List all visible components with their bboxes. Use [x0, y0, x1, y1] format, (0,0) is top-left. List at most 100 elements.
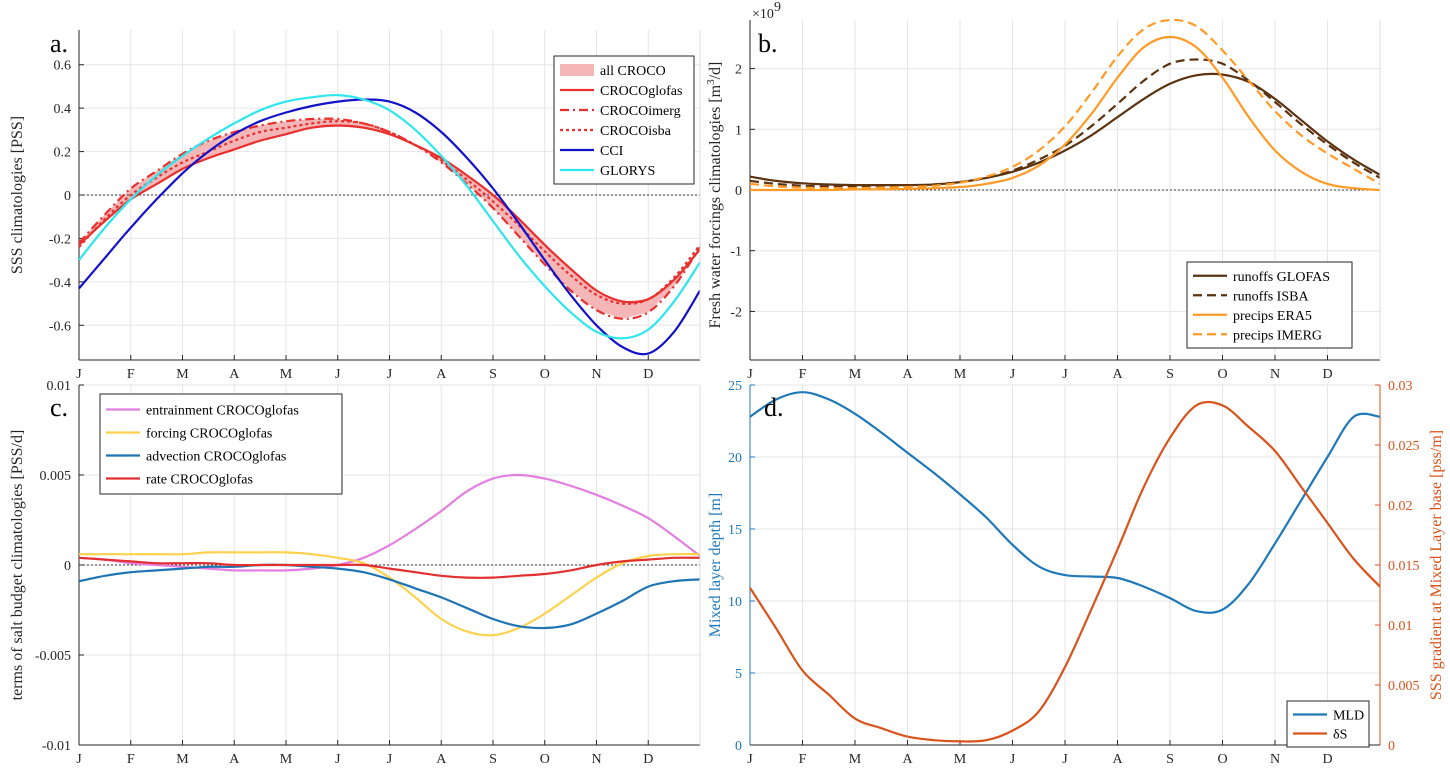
x-tick-label: O — [540, 367, 550, 382]
series-line-glorys — [78, 93, 701, 340]
x-tick-label: N — [591, 752, 601, 767]
x-tick-label: M — [280, 752, 293, 767]
x-tick-label: A — [229, 752, 240, 767]
y-tick-label: 0.01 — [47, 379, 72, 394]
x-tick-label: O — [1217, 367, 1227, 382]
y-axis-title: SSS climatologies [PSS] — [9, 116, 26, 274]
y-tick-label: -0.6 — [49, 319, 71, 334]
y-axis-title: Fresh water forcings climatologies [m3/d… — [705, 62, 724, 329]
legend-label: advection CROCOglofas — [146, 450, 286, 465]
x-tick-label: A — [902, 752, 913, 767]
x-tick-label: M — [176, 367, 189, 382]
legend-box — [99, 393, 343, 495]
x-tick-label: S — [1166, 752, 1174, 767]
x-tick-label: M — [280, 367, 293, 382]
x-tick-label: J — [1010, 367, 1016, 382]
x-tick-label: J — [335, 367, 341, 382]
legend-box — [553, 55, 695, 185]
x-tick-label: F — [127, 367, 135, 382]
x-tick-label: A — [436, 367, 447, 382]
series-line-forcing-crocoglofas — [79, 551, 701, 637]
legend-label: precips ERA5 — [1233, 309, 1312, 324]
y-tick-label-right: 0.025 — [1388, 439, 1420, 454]
x-tick-label: D — [1322, 367, 1332, 382]
y-tick-label-left: 0 — [735, 739, 742, 754]
y-tick-label-left: 20 — [728, 451, 742, 466]
axis-exponent-power: 9 — [774, 0, 781, 15]
y-tick-label-left: 25 — [728, 379, 742, 394]
x-tick-label: A — [1112, 367, 1123, 382]
y-tick-label-right: 0.015 — [1388, 559, 1420, 574]
y-axis-title: terms of salt budget climatologies [PSS/… — [9, 430, 26, 701]
legend-label: runoffs GLOFAS — [1233, 270, 1330, 285]
x-tick-label: D — [643, 752, 653, 767]
legend-swatch — [560, 64, 594, 76]
x-tick-label: O — [1217, 752, 1227, 767]
series-line-runoffs-glofas — [749, 72, 1381, 187]
y-tick-label: 0 — [64, 189, 71, 204]
series-line-crocoimerg — [78, 117, 701, 320]
x-tick-label: D — [1322, 752, 1332, 767]
axis-exponent: ×10 — [752, 7, 774, 22]
x-tick-label: M — [849, 367, 862, 382]
x-tick-label: A — [436, 752, 447, 767]
y-tick-label: 2 — [735, 63, 742, 78]
legend-label: δS — [1333, 728, 1347, 743]
y-tick-label: -0.2 — [49, 232, 71, 247]
legend-label: precips IMERG — [1233, 328, 1322, 343]
panel-d: J F M A M J J A S O N D 0 5 10 15 20 25 0 0.005 0.01 0.015 0.0… — [707, 379, 1445, 767]
series-line-precips-era5 — [749, 35, 1381, 192]
x-tick-label: O — [540, 752, 550, 767]
x-tick-label: M — [849, 752, 862, 767]
x-tick-label: F — [799, 367, 807, 382]
legend-label: runoffs ISBA — [1233, 289, 1309, 304]
y-tick-label: 0 — [64, 559, 71, 574]
panel-b: J F M A M J J A S O N D -2 -1 0 1 2 ×10 9 Fresh water forci… — [705, 0, 1381, 382]
legend-label: forcing CROCOglofas — [146, 427, 272, 442]
y-axis-title-right: SSS gradient at Mixed Layer base [pss/m] — [1428, 430, 1445, 700]
x-tick-label: F — [799, 752, 807, 767]
x-tick-label: J — [747, 367, 753, 382]
y-tick-label: -0.005 — [35, 649, 71, 664]
y-tick-label-right: 0.005 — [1388, 679, 1420, 694]
x-tick-label: J — [747, 752, 753, 767]
legend-label: rate CROCOglofas — [146, 473, 253, 488]
x-tick-label: S — [1166, 367, 1174, 382]
y-tick-label-right: 0.03 — [1388, 379, 1413, 394]
x-tick-label: J — [1062, 367, 1068, 382]
x-tick-label: M — [954, 752, 967, 767]
y-tick-label: 0.4 — [54, 102, 72, 117]
panel-label: c. — [50, 393, 68, 422]
y-tick-label-right: 0.01 — [1388, 619, 1413, 634]
x-tick-label: M — [954, 367, 967, 382]
series-line--s — [749, 400, 1381, 743]
legend-label: GLORYS — [600, 164, 655, 179]
panel-label: d. — [764, 393, 784, 422]
x-tick-label: N — [591, 367, 601, 382]
x-tick-label: F — [127, 752, 135, 767]
x-tick-label: S — [489, 367, 497, 382]
x-tick-label: J — [387, 367, 393, 382]
panel-a: J F M A M J J A S O N D -0.6 -0.4 -0.2 0 0.2 0.4 0.6 SSS cl… — [9, 29, 701, 382]
y-tick-label-left: 10 — [728, 595, 742, 610]
y-tick-label-right: 0.02 — [1388, 499, 1413, 514]
panel-label: b. — [758, 29, 778, 58]
x-tick-label: M — [176, 752, 189, 767]
y-tick-label: -0.4 — [49, 276, 71, 291]
series-line-advection-crocoglofas — [78, 563, 701, 630]
x-tick-label: J — [335, 752, 341, 767]
panel-c: J F M A M J J A S O N D -0.01 -0.005 0 0.005 0.01 terms o… — [9, 379, 701, 767]
x-tick-label: N — [1270, 752, 1280, 767]
y-axis-title-left: Mixed layer depth [m] — [707, 493, 724, 637]
y-tick-label: 0.2 — [54, 146, 72, 161]
x-tick-label: J — [76, 752, 82, 767]
legend-label: all CROCO — [600, 64, 666, 79]
x-tick-label: S — [489, 752, 497, 767]
y-tick-label-right: 0 — [1388, 739, 1395, 754]
series-line-crocoglofas — [78, 124, 701, 304]
y-tick-label: 0 — [735, 184, 742, 199]
y-tick-label: -0.01 — [42, 739, 71, 754]
legend-label: MLD — [1333, 709, 1364, 724]
x-tick-label: J — [387, 752, 393, 767]
